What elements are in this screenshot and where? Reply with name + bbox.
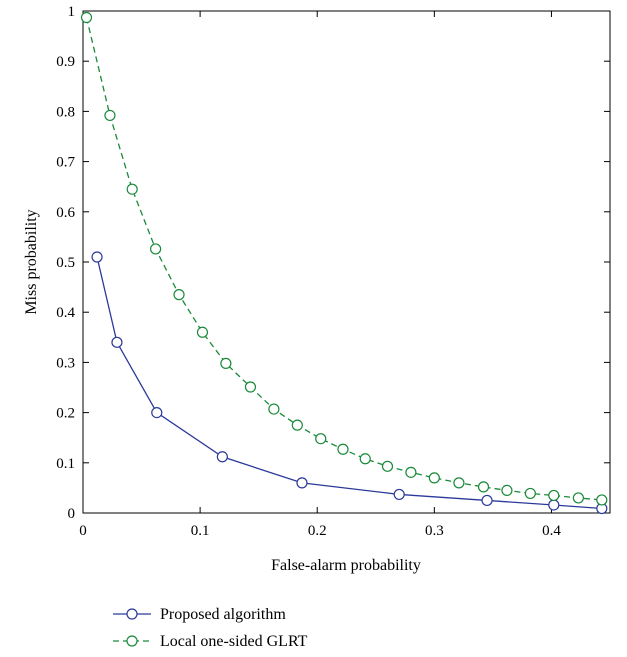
data-point xyxy=(150,243,162,255)
x-axis-title: False-alarm probability xyxy=(271,557,421,574)
data-point xyxy=(381,460,394,472)
series-0 xyxy=(91,251,608,515)
data-point xyxy=(453,477,465,489)
data-point xyxy=(196,326,209,338)
x-tick-label: 0.3 xyxy=(425,523,444,539)
legend: Proposed algorithm Local one-sided GLRT xyxy=(113,606,308,650)
y-tick-label: 0.9 xyxy=(56,54,75,70)
data-point xyxy=(216,451,228,463)
data-point xyxy=(268,403,280,415)
axis-tick-labels: 0 0.1 0.2 0.3 0.4 0 0.1 0.2 0.3 0.4 0.5 0.6 0.7 0.8 0.… xyxy=(56,4,561,539)
data-point xyxy=(524,487,536,500)
legend-item-proposed: Proposed algorithm xyxy=(113,606,286,623)
y-tick-label: 0.7 xyxy=(56,155,75,171)
x-tick-label: 0 xyxy=(79,523,87,539)
data-point xyxy=(111,336,123,348)
y-axis-title: Miss probability xyxy=(23,209,40,314)
legend-item-glrt: Local one-sided GLRT xyxy=(113,633,308,650)
y-tick-label: 0 xyxy=(68,506,76,522)
legend-marker-glrt xyxy=(126,635,138,647)
series-line xyxy=(85,17,602,501)
legend-label-proposed: Proposed algorithm xyxy=(160,606,286,623)
data-point xyxy=(151,407,163,419)
data-point xyxy=(337,443,349,455)
y-tick-label: 0.8 xyxy=(56,104,75,120)
data-point xyxy=(80,11,93,24)
plot-frame xyxy=(82,10,611,514)
y-tick-label: 0.5 xyxy=(56,255,75,271)
data-point xyxy=(501,484,513,497)
legend-label-glrt: Local one-sided GLRT xyxy=(160,633,308,650)
legend-marker-proposed xyxy=(126,608,138,620)
data-point xyxy=(481,494,493,507)
series-1 xyxy=(80,11,608,506)
x-tick-label: 0.1 xyxy=(191,523,210,539)
data-point xyxy=(220,357,232,370)
data-point xyxy=(596,494,608,506)
data-point xyxy=(104,109,116,122)
series-line xyxy=(96,256,602,510)
y-tick-label: 1 xyxy=(68,4,76,20)
data-point xyxy=(126,183,138,195)
y-tick-label: 0.4 xyxy=(56,305,75,321)
data-point xyxy=(91,251,103,263)
data-point xyxy=(548,489,560,502)
x-tick-label: 0.4 xyxy=(542,523,561,539)
data-point xyxy=(173,289,185,301)
y-tick-label: 0.3 xyxy=(56,355,75,371)
data-point xyxy=(291,419,303,431)
x-tick-label: 0.2 xyxy=(308,523,327,539)
data-point xyxy=(244,381,257,393)
y-tick-label: 0.1 xyxy=(56,456,75,472)
y-tick-label: 0.6 xyxy=(56,205,75,221)
data-point xyxy=(572,492,584,504)
data-point xyxy=(393,488,405,501)
y-tick-label: 0.2 xyxy=(56,406,75,422)
data-point xyxy=(548,499,560,511)
series-layer xyxy=(80,11,608,515)
data-point xyxy=(359,453,371,465)
data-point xyxy=(477,481,490,493)
data-point xyxy=(315,433,327,445)
data-point xyxy=(405,466,417,478)
data-point xyxy=(428,472,440,484)
axis-ticks xyxy=(82,10,610,514)
data-point xyxy=(296,477,308,489)
